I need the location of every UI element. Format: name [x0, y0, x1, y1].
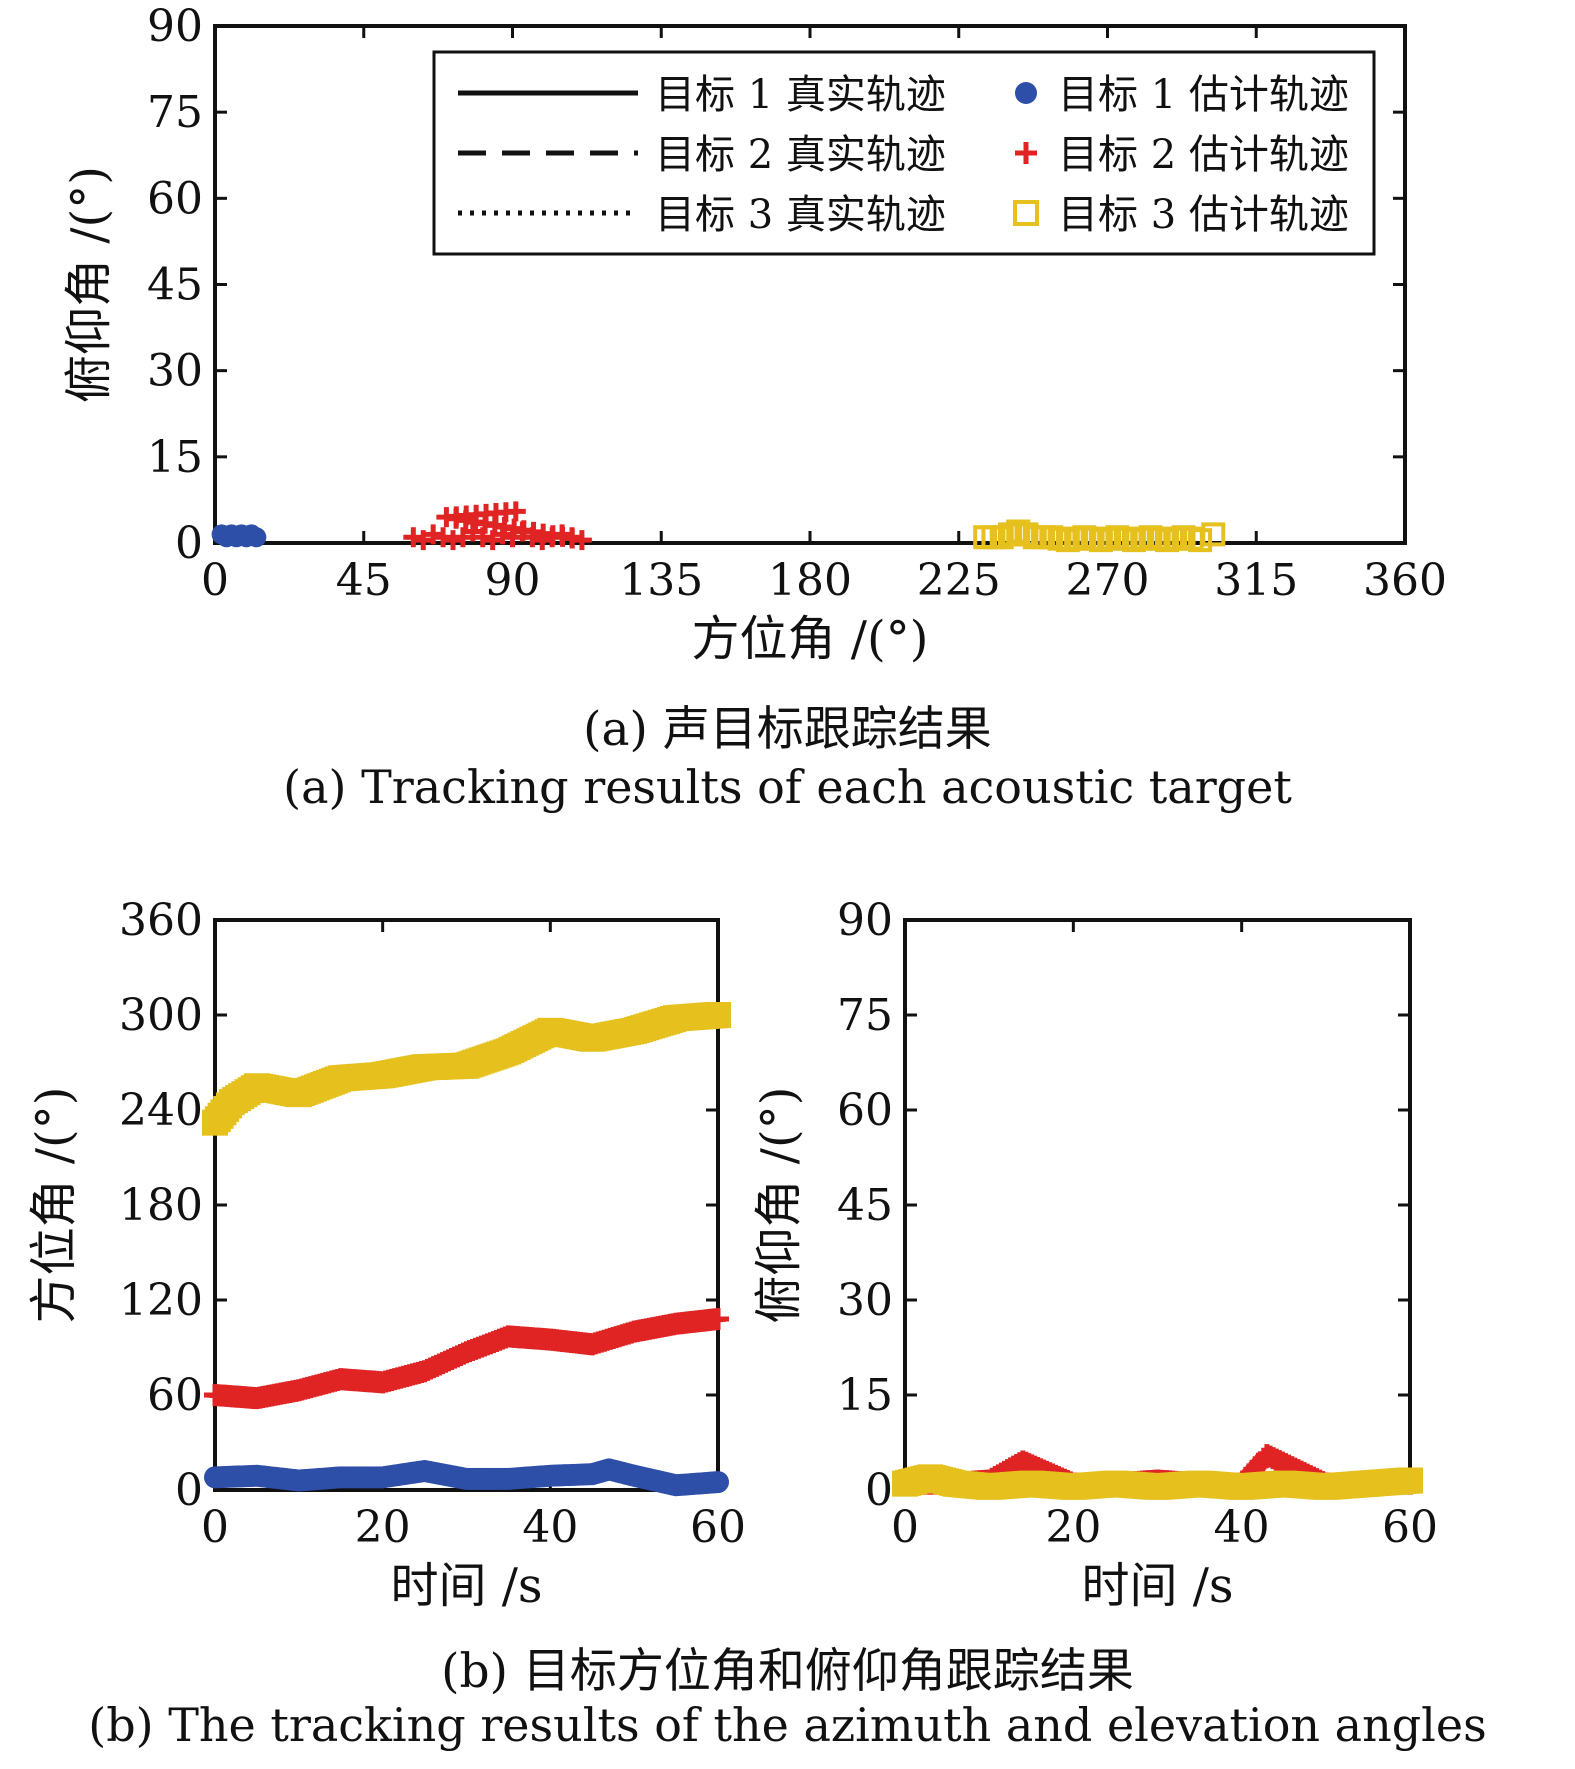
- legend-label: 目标 3 真实轨迹: [655, 192, 946, 238]
- y-tick-label: 0: [865, 1465, 893, 1516]
- y-axis-label: 俯仰角 /(°): [751, 1087, 807, 1324]
- x-axis-label: 时间 /s: [390, 1558, 542, 1614]
- x-tick-label: 60: [1382, 1502, 1438, 1553]
- x-tick-label: 0: [201, 1502, 229, 1553]
- x-axis-label: 方位角 /(°): [692, 611, 929, 667]
- y-tick-label: 75: [837, 990, 893, 1041]
- series-square: [973, 519, 1226, 553]
- marker-plus: [423, 524, 444, 545]
- x-tick-label: 315: [1214, 555, 1298, 606]
- y-axis-label: 俯仰角 /(°): [61, 166, 117, 403]
- marker-square: [705, 1002, 731, 1028]
- x-tick-label: 360: [1363, 555, 1447, 606]
- marker-plus: [505, 501, 526, 522]
- panel-b-azimuth-vs-time: 0 20 40 60 0 60 120 180 240 300 360 时间 /s 方位角 /(°): [26, 895, 746, 1614]
- panel-a-azimuth-elevation: 0 45 90 135 180 225 270 315 360 0 15 30 45 60 75 90 方位角 …: [61, 1, 1447, 667]
- marker-dot: [707, 1471, 729, 1494]
- x-tick-label: 60: [690, 1502, 746, 1553]
- x-tick-label: 40: [1214, 1502, 1270, 1553]
- y-tick-label: 30: [147, 346, 203, 397]
- y-axis-label: 方位角 /(°): [26, 1087, 82, 1324]
- y-tick-label: 240: [119, 1085, 203, 1136]
- y-tick-label: 75: [147, 87, 203, 138]
- x-tick-label: 90: [485, 555, 541, 606]
- legend-label: 目标 3 估计轨迹: [1058, 192, 1349, 238]
- series-plus: [403, 501, 592, 551]
- legend-label: 目标 1 估计轨迹: [1058, 72, 1349, 118]
- y-tick-label: 0: [175, 1465, 203, 1516]
- axes-frame: [213, 918, 720, 1492]
- marker-plus: [403, 527, 424, 548]
- x-tick-label: 180: [768, 555, 852, 606]
- series-square: [202, 1002, 731, 1136]
- y-tick-label: 180: [119, 1180, 203, 1231]
- x-axis-label: 时间 /s: [1081, 1558, 1233, 1614]
- x-tick-label: 0: [891, 1502, 919, 1553]
- marker-square: [1397, 1467, 1423, 1494]
- y-tick-label: 60: [147, 173, 203, 224]
- panel-b-elevation-vs-time: 0 20 40 60 0 15 30 45 60 75 90 时间 /s 俯仰角 /(°): [751, 895, 1438, 1614]
- x-tick-label: 225: [917, 555, 1001, 606]
- marker-square: [1013, 200, 1039, 226]
- series-dot: [204, 1458, 729, 1497]
- marker-plus: [433, 527, 454, 548]
- x-tick-label: 20: [1045, 1502, 1101, 1553]
- y-tick-label: 30: [837, 1275, 893, 1326]
- legend-label: 目标 2 估计轨迹: [1058, 132, 1349, 178]
- marker-plus: [443, 530, 463, 551]
- caption-b-chinese: (b) 目标方位角和俯仰角跟踪结果: [441, 1644, 1134, 1699]
- marker-square: [1201, 522, 1226, 547]
- x-tick-label: 40: [522, 1502, 578, 1553]
- x-tick-label: 135: [619, 555, 703, 606]
- legend-label: 目标 2 真实轨迹: [655, 132, 946, 178]
- y-tick-label: 45: [147, 260, 203, 311]
- y-tick-label: 360: [119, 895, 203, 946]
- y-tick-label: 15: [147, 432, 203, 483]
- y-tick-label: 300: [119, 990, 203, 1041]
- caption-b-english: (b) The tracking results of the azimuth …: [88, 1698, 1487, 1752]
- x-tick-label: 45: [336, 555, 392, 606]
- y-tick-label: 15: [837, 1370, 893, 1421]
- caption-a-english: (a) Tracking results of each acoustic ta…: [283, 760, 1292, 814]
- x-tick-label: 0: [201, 555, 229, 606]
- caption-a-chinese: (a) 声目标跟踪结果: [583, 702, 992, 757]
- marker-dot: [1015, 82, 1037, 104]
- marker-square: [1188, 528, 1213, 553]
- y-tick-label: 90: [837, 895, 893, 946]
- marker-plus: [1015, 142, 1037, 164]
- marker-plus: [707, 1308, 729, 1330]
- y-tick-label: 45: [837, 1180, 893, 1231]
- x-tick-label: 20: [355, 1502, 411, 1553]
- series-dot: [211, 524, 267, 548]
- series-plus: [204, 1308, 729, 1410]
- y-tick-label: 0: [175, 518, 203, 569]
- legend-label: 目标 1 真实轨迹: [655, 72, 946, 118]
- x-tick-label: 270: [1066, 555, 1150, 606]
- y-tick-label: 120: [119, 1275, 203, 1326]
- y-tick-label: 60: [837, 1085, 893, 1136]
- axes-frame: [903, 918, 1412, 1492]
- y-tick-label: 90: [147, 1, 203, 52]
- marker-dot: [246, 527, 267, 548]
- y-tick-label: 60: [147, 1370, 203, 1421]
- series-square: [892, 1464, 1423, 1500]
